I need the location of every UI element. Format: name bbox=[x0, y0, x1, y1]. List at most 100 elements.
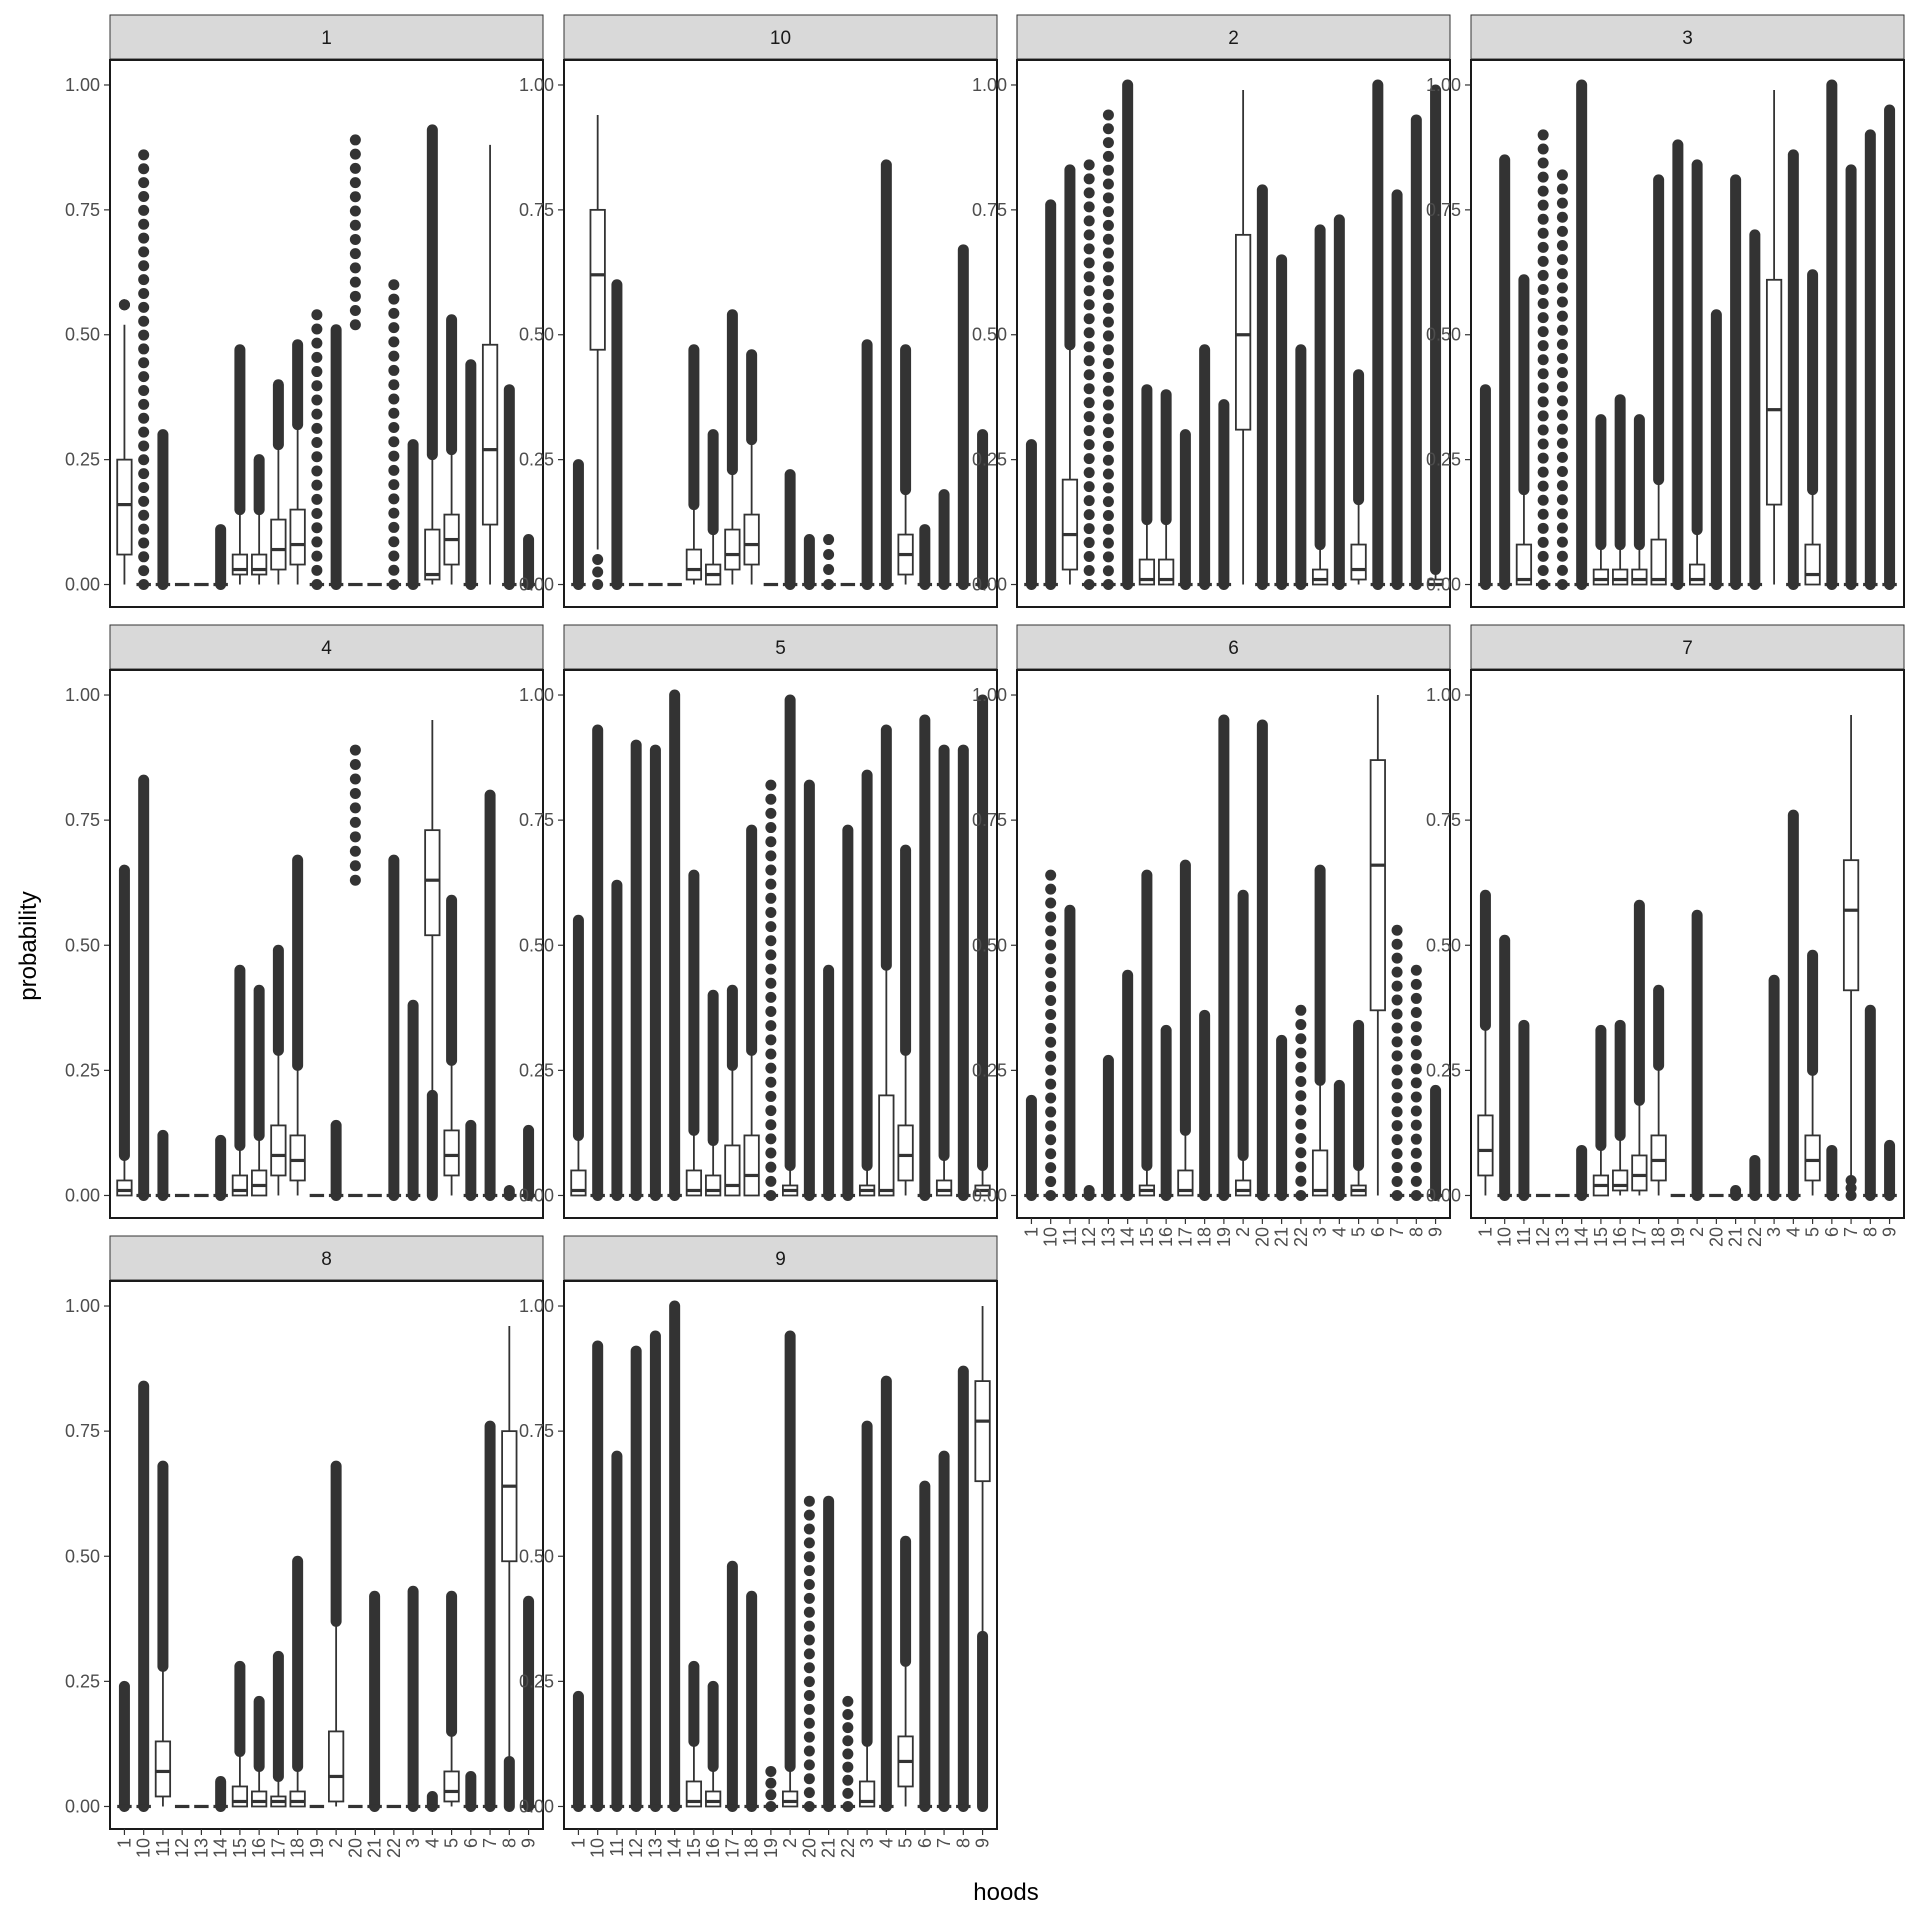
y-tick-label: 0.25 bbox=[972, 450, 1007, 470]
box-19 bbox=[763, 779, 779, 1201]
outlier-point bbox=[138, 357, 150, 369]
box-17 bbox=[270, 379, 287, 585]
x-tick-label: 12 bbox=[1533, 1227, 1553, 1247]
outlier-point bbox=[1556, 466, 1568, 478]
outlier-point bbox=[118, 299, 130, 311]
outlier-point bbox=[1556, 536, 1568, 548]
outlier-point bbox=[1556, 381, 1568, 393]
box-10 bbox=[1497, 934, 1512, 1201]
x-tick-label: 21 bbox=[1272, 1227, 1292, 1247]
outlier-point bbox=[765, 878, 777, 890]
x-tick-label: 18 bbox=[1649, 1227, 1669, 1247]
box-9 bbox=[521, 534, 536, 591]
facet-strip bbox=[109, 624, 544, 670]
y-tick-label: 0.00 bbox=[519, 1185, 554, 1205]
outlier-point bbox=[1045, 953, 1057, 965]
outlier-point bbox=[1556, 423, 1568, 435]
box-8 bbox=[1863, 129, 1878, 591]
outlier-point bbox=[1537, 269, 1549, 281]
x-tick-label: 17 bbox=[722, 1838, 742, 1858]
outlier-point bbox=[1556, 338, 1568, 350]
outlier-point bbox=[803, 1648, 815, 1660]
outlier-point bbox=[388, 393, 400, 405]
box-2 bbox=[782, 694, 799, 1197]
box-20 bbox=[1709, 309, 1724, 591]
box-7 bbox=[1842, 715, 1860, 1201]
box-7 bbox=[936, 1450, 952, 1812]
box-5 bbox=[443, 894, 460, 1196]
outlier-point bbox=[1556, 183, 1568, 195]
outlier-point bbox=[1045, 1050, 1057, 1062]
outlier-point bbox=[1083, 523, 1095, 535]
box-3 bbox=[1766, 974, 1782, 1201]
box-1 bbox=[571, 459, 586, 591]
outlier-point bbox=[1083, 313, 1095, 325]
outlier-point bbox=[1537, 157, 1549, 169]
iqr-box bbox=[1311, 568, 1329, 586]
iqr-box bbox=[1765, 278, 1783, 506]
x-tick-label: 17 bbox=[1175, 1227, 1195, 1247]
outlier-point bbox=[1083, 327, 1095, 339]
box-6 bbox=[463, 1119, 479, 1201]
box-16 bbox=[1612, 1019, 1629, 1196]
box-9 bbox=[974, 1306, 991, 1812]
iqr-box bbox=[251, 1169, 268, 1197]
iqr-box bbox=[878, 1094, 895, 1197]
outlier-point bbox=[311, 394, 323, 406]
outlier-point bbox=[1410, 1077, 1422, 1089]
outlier-point bbox=[842, 1709, 854, 1721]
facet-panel-8: 8 0.00 0.25 0.50 0.75 1.00 1 10 11 12 13 14 15 16 17 18… bbox=[65, 1235, 544, 1858]
outlier-point bbox=[388, 493, 400, 505]
outlier-point bbox=[1537, 199, 1549, 211]
outlier-point bbox=[842, 1774, 854, 1786]
outlier-point bbox=[349, 290, 361, 302]
outlier-point bbox=[765, 864, 777, 876]
outlier-point bbox=[1045, 995, 1057, 1007]
box-7 bbox=[482, 789, 498, 1201]
outlier-point bbox=[1102, 206, 1114, 218]
outlier-point bbox=[1391, 1036, 1403, 1048]
outlier-point bbox=[1556, 211, 1568, 223]
outlier-point bbox=[1391, 1092, 1403, 1104]
iqr-box bbox=[685, 548, 703, 581]
x-tick-label: 5 bbox=[1349, 1227, 1369, 1237]
outlier-point bbox=[349, 831, 361, 843]
outlier-point bbox=[1537, 466, 1549, 478]
outlier-point bbox=[803, 1509, 815, 1521]
iqr-box bbox=[724, 1144, 741, 1197]
outlier-point bbox=[842, 1748, 854, 1760]
box-15 bbox=[231, 964, 249, 1197]
outlier-point bbox=[1295, 1004, 1307, 1016]
outlier-point bbox=[311, 380, 323, 392]
x-tick-label: 22 bbox=[838, 1838, 858, 1858]
outlier-point bbox=[138, 454, 150, 466]
box-2 bbox=[1689, 909, 1705, 1201]
outlier-point bbox=[1556, 522, 1568, 534]
box-17 bbox=[270, 1650, 287, 1808]
outlier-point bbox=[1537, 382, 1549, 394]
box-3 bbox=[1311, 224, 1329, 586]
plot-area bbox=[1024, 695, 1443, 1201]
box-22 bbox=[1293, 344, 1309, 591]
outlier-point bbox=[1391, 1064, 1403, 1076]
panel-border bbox=[109, 669, 544, 1219]
x-tick-label: 4 bbox=[422, 1838, 442, 1848]
iqr-box bbox=[1311, 1149, 1329, 1197]
x-tick-label: 2 bbox=[1687, 1227, 1707, 1237]
box-8 bbox=[502, 1184, 517, 1201]
box-6 bbox=[1824, 1144, 1840, 1201]
outlier-point bbox=[1391, 1120, 1403, 1132]
outlier-point bbox=[1537, 508, 1549, 520]
box-7 bbox=[936, 489, 952, 591]
box-18 bbox=[743, 824, 760, 1197]
outlier-point bbox=[1102, 302, 1114, 314]
y-tick-label: 0.50 bbox=[972, 935, 1007, 955]
facet-panel-10: 10 0.00 0.25 0.50 0.75 1.00 bbox=[519, 14, 998, 608]
outlier-point bbox=[388, 479, 400, 491]
box-5 bbox=[1804, 269, 1821, 586]
box-4 bbox=[878, 724, 895, 1197]
box-19 bbox=[763, 1765, 779, 1812]
outlier-point bbox=[138, 343, 150, 355]
outlier-point bbox=[1045, 1022, 1057, 1034]
y-tick-label: 1.00 bbox=[519, 75, 554, 95]
